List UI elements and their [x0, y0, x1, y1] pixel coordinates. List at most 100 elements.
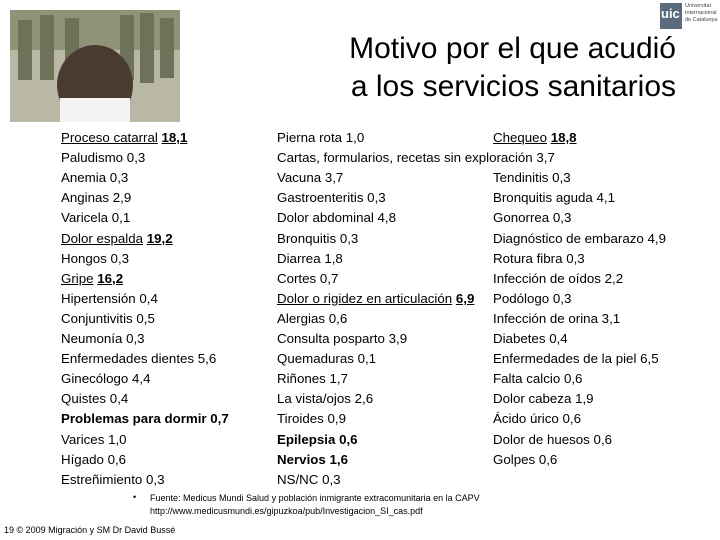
item-value: 19,2: [146, 230, 173, 246]
item-label: Infección de oídos: [493, 270, 601, 286]
logo-mark: uic: [661, 6, 680, 21]
item: Enfermedades dientes 5,6: [61, 350, 216, 368]
item-value: 0,1: [111, 210, 131, 226]
item: Dolor cabeza 1,9: [493, 390, 594, 408]
item-value: 6,5: [640, 351, 659, 367]
item-label: Diarrea: [277, 250, 321, 266]
item: Estreñimiento 0,3: [61, 471, 165, 489]
item-value: 0,6: [593, 431, 613, 447]
item: Anemia 0,3: [61, 169, 128, 187]
item-label: Diabetes: [493, 331, 546, 346]
item-label: Hígado: [61, 451, 104, 467]
footer: 19 © 2009 Migración y SM Dr David Bussé: [4, 525, 176, 535]
item-label: Tiroides: [277, 411, 324, 427]
item: Falta calcio 0,6: [493, 370, 582, 388]
item: Cartas, formularios, recetas sin explora…: [277, 149, 555, 167]
item-label: Neumonía: [61, 331, 123, 346]
item-label: Podólogo: [493, 290, 550, 306]
logo-box: [660, 3, 682, 29]
item-label: Diagnóstico de embarazo: [493, 230, 644, 246]
item: Varices 1,0: [61, 431, 127, 449]
item-label: Enfermedades dientes: [61, 351, 195, 367]
item: Bronquitis 0,3: [277, 230, 358, 248]
item: Tendinitis 0,3: [493, 169, 571, 187]
item-value: 0,3: [566, 250, 585, 266]
item-value: 1,9: [575, 391, 594, 407]
item: Varicela 0,1: [61, 209, 130, 227]
item-value: 2,6: [354, 391, 374, 407]
item: Rotura fibra 0,3: [493, 250, 585, 268]
item: Alergias 0,6: [277, 310, 347, 328]
item: Cortes 0,7: [277, 270, 338, 288]
item-label: La vista/ojos: [277, 391, 351, 407]
item: Chequeo 18,8: [493, 129, 577, 147]
item-label: Riñones: [277, 371, 326, 387]
item-label: Rotura fibra: [493, 250, 563, 266]
item: Hongos 0,3: [61, 250, 129, 268]
item: Golpes 0,6: [493, 451, 557, 469]
title-line: a los servicios sanitarios: [350, 70, 676, 103]
item: Gripe 16,2: [61, 270, 123, 288]
item: Conjuntivitis 0,5: [61, 310, 155, 328]
item-value: 0,3: [552, 210, 572, 226]
item-value: 3,1: [601, 310, 621, 326]
item-value: 3,9: [388, 331, 408, 346]
item-label: Varicela: [61, 210, 109, 226]
item: Quemaduras 0,1: [277, 350, 376, 368]
item-value: 0,3: [322, 471, 341, 487]
item-label: Estreñimiento: [61, 471, 143, 487]
item-value: 4,1: [596, 190, 616, 206]
item-label: Anemia: [61, 170, 107, 186]
item-label: Proceso catarral: [61, 130, 158, 145]
item-value: 0,3: [110, 250, 130, 266]
item-label: Falta calcio: [493, 371, 561, 387]
item-label: Chequeo: [493, 130, 547, 145]
item-label: Quistes: [61, 391, 107, 407]
item: Dolor de huesos 0,6: [493, 431, 612, 449]
item: La vista/ojos 2,6: [277, 390, 373, 408]
item-label: Paludismo: [61, 150, 124, 166]
item-value: 4,9: [647, 230, 667, 246]
title: Motivo por el que acudió a los servicios…: [349, 30, 676, 106]
item-label: Hongos: [61, 250, 107, 266]
item-label: Infección de orina: [493, 310, 598, 326]
item: Nervios 1,6: [277, 451, 348, 469]
item-value: 0,9: [327, 411, 347, 427]
item-value: 0,6: [562, 411, 581, 427]
item-value: 0,4: [549, 331, 568, 346]
item: Dolor abdominal 4,8: [277, 209, 396, 227]
photo: [10, 10, 180, 122]
item: Infección de oídos 2,2: [493, 270, 623, 288]
item-label: Quemaduras: [277, 351, 354, 367]
item-label: Gonorrea: [493, 210, 550, 226]
item-value: 0,5: [136, 310, 155, 326]
item-label: Dolor cabeza: [493, 391, 572, 407]
item-value: 3,7: [324, 170, 344, 186]
item-label: Cartas, formularios, recetas sin explora…: [277, 150, 533, 166]
item-label: Consulta posparto: [277, 331, 385, 346]
item: Proceso catarral 18,1: [61, 129, 187, 147]
item-label: Cortes: [277, 270, 317, 286]
item-label: Ácido úrico: [493, 411, 559, 427]
item: Hipertensión 0,4: [61, 290, 158, 308]
item-value: 4,8: [377, 210, 397, 226]
source-url: http://www.medicusmundi.es/gipuzkoa/pub/…: [150, 506, 423, 516]
item-value: 0,3: [109, 170, 129, 186]
logo-line: Internacional: [685, 10, 717, 16]
item: Neumonía 0,3: [61, 330, 145, 348]
item: Hígado 0,6: [61, 451, 126, 469]
item-label: Conjuntivitis: [61, 310, 133, 326]
title-line: Motivo por el que acudió: [349, 32, 676, 65]
item-label: Gastroenteritis: [277, 190, 364, 206]
item: Ginecólogo 4,4: [61, 370, 150, 388]
item-value: 18,1: [161, 130, 188, 145]
item: NS/NC 0,3: [277, 471, 341, 489]
item-value: 0,3: [126, 150, 146, 166]
item-value: 5,6: [197, 351, 217, 367]
item-value: 0,3: [339, 230, 359, 246]
item-label: Pierna rota: [277, 130, 343, 145]
item: Podólogo 0,3: [493, 290, 571, 308]
item-value: 1,6: [329, 451, 348, 467]
item-label: Golpes: [493, 451, 536, 467]
